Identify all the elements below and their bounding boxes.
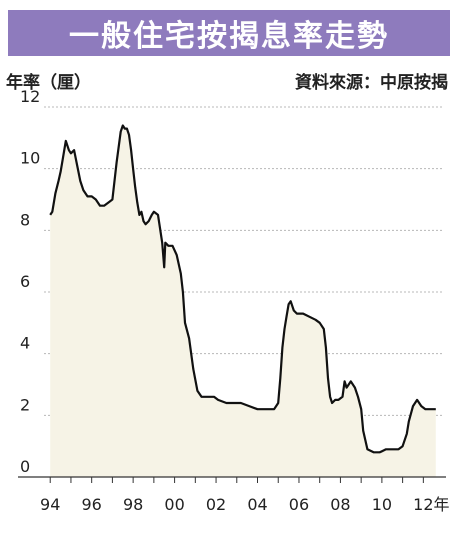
y-tick-label-12: 12 <box>20 87 40 106</box>
x-tick-label-96: 96 <box>81 495 101 514</box>
x-tick-label-00: 00 <box>164 495 184 514</box>
rate-line <box>49 124 436 454</box>
y-tick-label-4: 4 <box>20 334 30 353</box>
chart-title-bar: 一般住宅按揭息率走勢 <box>8 10 450 56</box>
y-axis-label: 年率（厘） <box>6 73 91 93</box>
y-tick-label-2: 2 <box>20 395 30 414</box>
y-tick-label-10: 10 <box>20 149 40 168</box>
source-note: 資料來源：中原按揭 <box>295 73 448 93</box>
x-tick-label-10: 10 <box>372 495 392 514</box>
x-tick-label-94: 94 <box>40 495 60 514</box>
x-tick-label-98: 98 <box>123 495 143 514</box>
x-tick-label-04: 04 <box>247 495 267 514</box>
x-tick-label-06: 06 <box>289 495 309 514</box>
x-axis-ticks: 94 96 98 00 02 04 06 08 10 12年 <box>40 477 450 514</box>
y-tick-label-0: 0 <box>20 457 30 476</box>
chart-title: 一般住宅按揭息率走勢 <box>69 19 389 54</box>
y-tick-label-8: 8 <box>20 210 30 229</box>
x-tick-label-02: 02 <box>206 495 226 514</box>
x-tick-label-08: 08 <box>330 495 350 514</box>
rate-area-fill <box>50 125 436 477</box>
x-tick-label-12: 12年 <box>413 495 449 514</box>
y-axis-ticks: 0 2 4 6 8 10 12 <box>20 87 40 476</box>
y-tick-label-6: 6 <box>20 272 30 291</box>
